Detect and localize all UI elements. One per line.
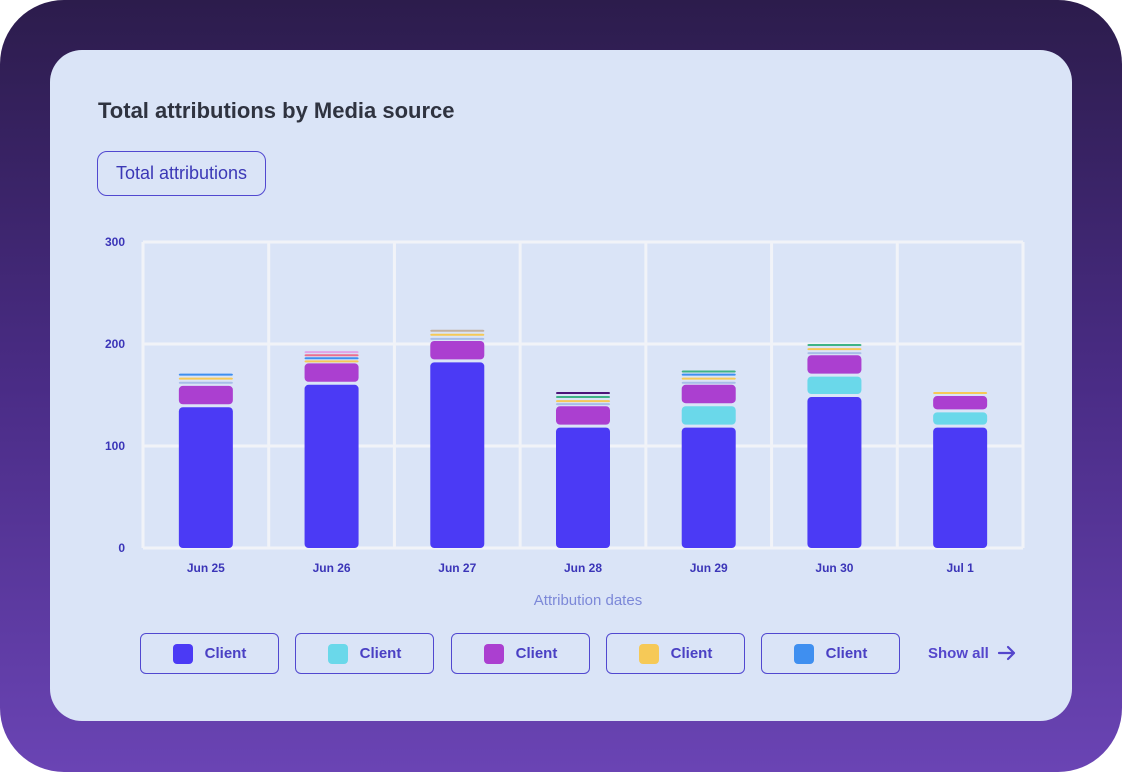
- show-all-button[interactable]: Show all: [928, 640, 1017, 666]
- legend-swatch: [327, 643, 348, 664]
- total-attributions-button[interactable]: Total attributions: [97, 151, 266, 196]
- bar-segment: [681, 370, 736, 373]
- legend-item-2[interactable]: Client: [295, 633, 434, 674]
- bar-segment: [430, 340, 485, 360]
- bar-segment: [807, 344, 862, 346]
- bar-segment: [681, 427, 736, 548]
- bar-segment: [807, 348, 862, 351]
- legend-swatch: [483, 643, 504, 664]
- bar-segment: [807, 376, 862, 395]
- stacked-bar-chart: 0 100 200 300 Jun 25 Jun 26 Jun 27 Jun 28 Jun 29…: [105, 235, 1025, 609]
- bar-segment: [556, 403, 610, 406]
- bar-segment: [430, 333, 485, 336]
- y-tick-label: 300: [105, 235, 125, 249]
- bar-segment: [556, 406, 610, 425]
- legend-label: Client: [825, 645, 868, 662]
- bar-segment: [681, 373, 736, 376]
- bar-segment: [304, 354, 359, 357]
- x-axis-label: Attribution dates: [534, 592, 642, 609]
- page-title: Total attributions by Media source: [98, 98, 455, 123]
- bar-segment: [430, 362, 485, 548]
- x-tick-label: Jun 29: [690, 561, 728, 575]
- bar-segment: [681, 384, 736, 404]
- bar-segment: [556, 400, 610, 403]
- y-tick-label: 200: [105, 337, 125, 351]
- x-tick-label: Jul 1: [946, 561, 974, 575]
- bar-segment: [178, 377, 233, 380]
- arrow-right-icon: [997, 645, 1015, 661]
- legend-item-5[interactable]: Client: [761, 633, 900, 674]
- legend-swatch: [638, 643, 659, 664]
- bar-segment: [430, 337, 485, 340]
- bar-segment: [681, 381, 736, 384]
- chart-card: Total attributions by Media source Total…: [50, 50, 1072, 721]
- bar-segment: [556, 391, 610, 394]
- legend-label: Client: [515, 645, 558, 662]
- bar-segment: [681, 406, 736, 425]
- bar-segment: [178, 373, 233, 376]
- bar-segment: [807, 397, 862, 548]
- x-tick-label: Jun 25: [187, 561, 225, 575]
- bar-segment: [304, 351, 359, 354]
- bar-segment: [556, 427, 610, 548]
- bar-segment: [304, 357, 359, 360]
- bar-segment: [178, 385, 233, 405]
- bar-segment: [933, 412, 988, 425]
- bar-segment: [430, 329, 485, 332]
- legend-label: Client: [670, 645, 713, 662]
- legend-item-1[interactable]: Client: [140, 633, 279, 674]
- bar-segment: [304, 363, 359, 382]
- x-tick-label: Jun 28: [564, 561, 602, 575]
- x-tick-label: Jun 27: [438, 561, 476, 575]
- legend-swatch: [172, 643, 193, 664]
- y-tick-label: 0: [118, 541, 125, 555]
- bar-segment: [933, 396, 988, 410]
- legend-label: Client: [204, 645, 247, 662]
- bar-segment: [304, 384, 359, 548]
- bar-segment: [933, 427, 988, 548]
- x-tick-label: Jun 30: [815, 561, 853, 575]
- legend-item-4[interactable]: Client: [606, 633, 745, 674]
- bar-segment: [178, 381, 233, 384]
- legend-item-3[interactable]: Client: [451, 633, 590, 674]
- bar-segment: [681, 377, 736, 380]
- show-all-label: Show all: [928, 644, 989, 662]
- bar-segment: [807, 355, 862, 374]
- x-tick-label: Jun 26: [313, 561, 351, 575]
- legend-label: Client: [359, 645, 402, 662]
- y-tick-label: 100: [105, 439, 125, 453]
- bar-segment: [807, 352, 862, 355]
- bar-segment: [933, 391, 988, 394]
- legend-swatch: [793, 643, 814, 664]
- bar-segment: [304, 360, 359, 363]
- bar-segment: [556, 396, 610, 399]
- bar-segment: [178, 407, 233, 548]
